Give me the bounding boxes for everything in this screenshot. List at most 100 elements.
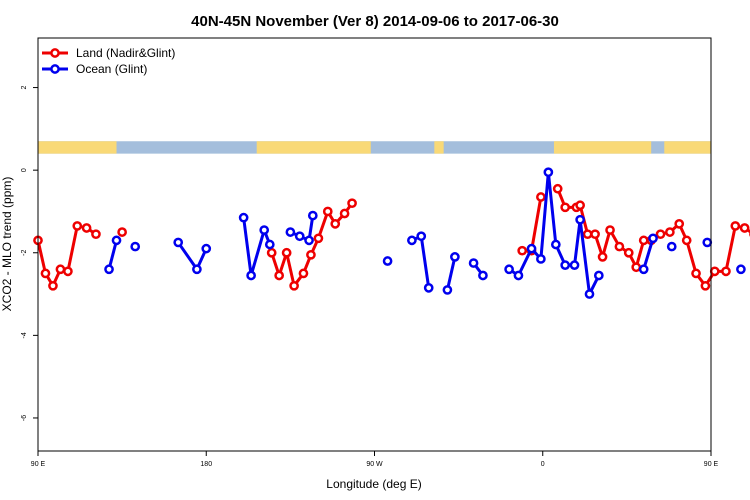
legend-marker <box>50 48 60 58</box>
data-point <box>739 223 750 233</box>
land-segment <box>664 141 711 154</box>
data-point <box>655 229 666 240</box>
data-point <box>560 260 571 270</box>
data-point <box>289 280 299 291</box>
data-point <box>504 264 514 275</box>
series-line <box>522 196 543 253</box>
data-point <box>339 208 350 219</box>
data-point <box>281 247 292 258</box>
data-point <box>700 280 711 291</box>
x-axis-label: Longitude (deg E) <box>326 477 421 491</box>
data-point <box>478 270 488 281</box>
data-point <box>575 200 585 211</box>
data-point <box>468 258 479 268</box>
data-point <box>536 192 546 202</box>
data-point <box>614 241 625 252</box>
data-point <box>631 262 642 273</box>
data-point <box>666 241 677 252</box>
data-point <box>691 268 701 279</box>
data-point <box>674 219 685 229</box>
land-segment <box>38 141 117 154</box>
data-point <box>201 243 212 254</box>
x-tick-label: 90 E <box>704 461 719 468</box>
data-point <box>298 268 309 279</box>
x-tick-label: 180 <box>200 461 212 468</box>
data-point <box>246 270 256 281</box>
data-point <box>648 233 658 244</box>
data-point <box>730 221 741 231</box>
data-point <box>623 247 634 258</box>
data-point <box>665 227 675 237</box>
data-point <box>575 214 585 225</box>
legend-marker <box>50 64 60 74</box>
data-point <box>543 167 554 178</box>
data-point <box>274 270 285 281</box>
data-point <box>638 264 649 275</box>
data-point <box>104 264 114 275</box>
y-axis: 2 0 -2 -4 -6 <box>21 86 38 421</box>
data-point <box>81 223 92 233</box>
y-tick-label: 0 <box>21 168 28 172</box>
x-tick-label: 90 E <box>31 461 46 468</box>
y-tick-label: -4 <box>21 332 28 338</box>
data-point <box>55 264 66 275</box>
legend-label: Land (Nadir&Glint) <box>76 46 175 60</box>
data-point <box>560 202 571 213</box>
data-point <box>416 231 427 242</box>
data-point <box>117 227 127 237</box>
y-tick-label: -6 <box>21 415 28 421</box>
data-point <box>584 289 595 299</box>
series-line <box>289 215 315 242</box>
data-point <box>347 198 357 209</box>
series-line <box>107 239 118 270</box>
data-point <box>313 233 324 244</box>
data-point <box>597 252 608 262</box>
data-point <box>40 268 51 279</box>
data-point <box>582 229 593 240</box>
data-point <box>450 252 460 262</box>
data-point <box>423 283 434 293</box>
x-axis: 90 E 180 90 W 0 90 E <box>31 451 719 468</box>
y-tick-label: -2 <box>21 250 28 256</box>
data-point <box>536 254 546 264</box>
data-point <box>681 235 692 246</box>
land-segment <box>256 141 371 154</box>
data-point <box>259 225 270 235</box>
data-point <box>294 231 305 242</box>
data-point <box>517 245 528 256</box>
data-point <box>63 266 73 277</box>
series-layer <box>33 167 750 299</box>
data-point <box>264 239 275 250</box>
data-point <box>330 219 341 229</box>
land-segment <box>434 141 444 154</box>
data-point <box>192 264 202 275</box>
data-point <box>72 221 83 231</box>
series-land <box>33 183 750 291</box>
data-point <box>736 264 746 275</box>
data-point <box>569 260 580 270</box>
data-point <box>238 212 249 223</box>
y-tick-label: 2 <box>21 86 28 90</box>
data-point <box>552 183 563 194</box>
data-point <box>382 256 393 266</box>
data-point <box>442 285 453 295</box>
y-axis-label: XCO2 - MLO trend (ppm) <box>0 177 14 312</box>
data-point <box>307 210 318 221</box>
data-point <box>173 237 184 248</box>
legend-label: Ocean (Glint) <box>76 62 147 76</box>
data-point <box>285 227 296 237</box>
x-tick-label: 0 <box>541 461 545 468</box>
data-point <box>304 235 314 246</box>
data-point <box>709 266 720 277</box>
series-ocean <box>104 167 746 299</box>
chart-title: 40N-45N November (Ver 8) 2014-09-06 to 2… <box>191 13 559 30</box>
data-point <box>605 225 615 235</box>
legend-item: Land (Nadir&Glint) <box>42 46 175 60</box>
data-point <box>513 270 524 281</box>
data-point <box>526 243 537 254</box>
data-point <box>407 235 417 246</box>
legend: Land (Nadir&Glint) Ocean (Glint) <box>42 46 175 76</box>
series-line <box>242 217 272 277</box>
data-point <box>266 247 277 258</box>
